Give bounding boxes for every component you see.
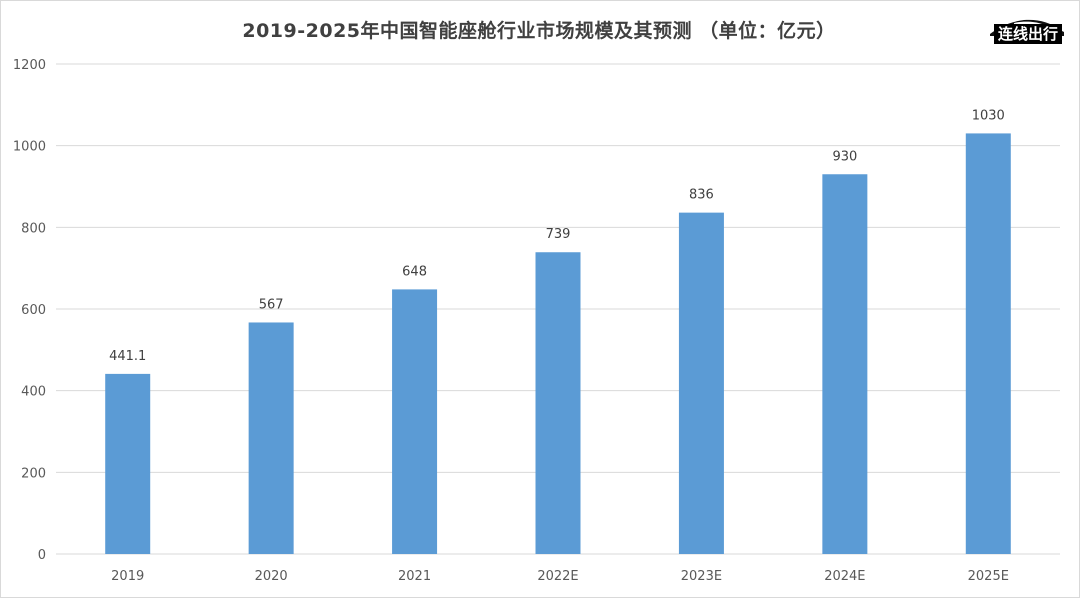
bar-2023E bbox=[678, 212, 724, 554]
bar-2024E bbox=[822, 174, 868, 554]
y-tick-label: 400 bbox=[21, 385, 46, 400]
y-tick-label: 800 bbox=[21, 221, 46, 236]
x-tick-label-2020: 2020 bbox=[255, 569, 288, 584]
y-axis-tick-labels: 0 200 400 600 800 1000 1200 bbox=[13, 58, 46, 563]
data-label-2020: 567 bbox=[259, 297, 284, 312]
bars bbox=[105, 133, 1011, 554]
data-labels: 441.1 567 648 739 836 930 1030 bbox=[109, 108, 1005, 363]
x-tick-label-2025E: 2025E bbox=[968, 569, 1009, 584]
data-label-2025E: 1030 bbox=[972, 108, 1005, 123]
bar-2020 bbox=[248, 322, 294, 554]
x-tick-label-2019: 2019 bbox=[111, 569, 144, 584]
x-tick-label-2024E: 2024E bbox=[824, 569, 865, 584]
x-tick-label-2021: 2021 bbox=[398, 569, 431, 584]
data-label-2022E: 739 bbox=[546, 227, 571, 242]
data-label-2021: 648 bbox=[402, 264, 427, 279]
y-tick-label: 1000 bbox=[13, 140, 46, 155]
y-tick-label: 600 bbox=[21, 303, 46, 318]
data-label-2023E: 836 bbox=[689, 188, 714, 203]
x-axis-tick-labels: 2019 2020 2021 2022E 2023E 2024E 2025E bbox=[111, 569, 1009, 584]
y-tick-label: 1200 bbox=[13, 58, 46, 73]
watermark-logo-text: 连线出行 bbox=[994, 24, 1063, 44]
x-tick-label-2023E: 2023E bbox=[681, 569, 722, 584]
data-label-2019: 441.1 bbox=[109, 349, 146, 364]
bar-2022E bbox=[535, 252, 581, 554]
y-tick-label: 200 bbox=[21, 466, 46, 481]
data-label-2024E: 930 bbox=[832, 149, 857, 164]
bar-2025E bbox=[965, 133, 1011, 554]
chart-title: 2019-2025年中国智能座舱行业市场规模及其预测 （单位：亿元） bbox=[242, 20, 836, 42]
x-tick-label-2022E: 2022E bbox=[537, 569, 578, 584]
bar-2021 bbox=[392, 289, 438, 554]
y-tick-label: 0 bbox=[38, 548, 46, 563]
bar-2019 bbox=[105, 373, 151, 554]
